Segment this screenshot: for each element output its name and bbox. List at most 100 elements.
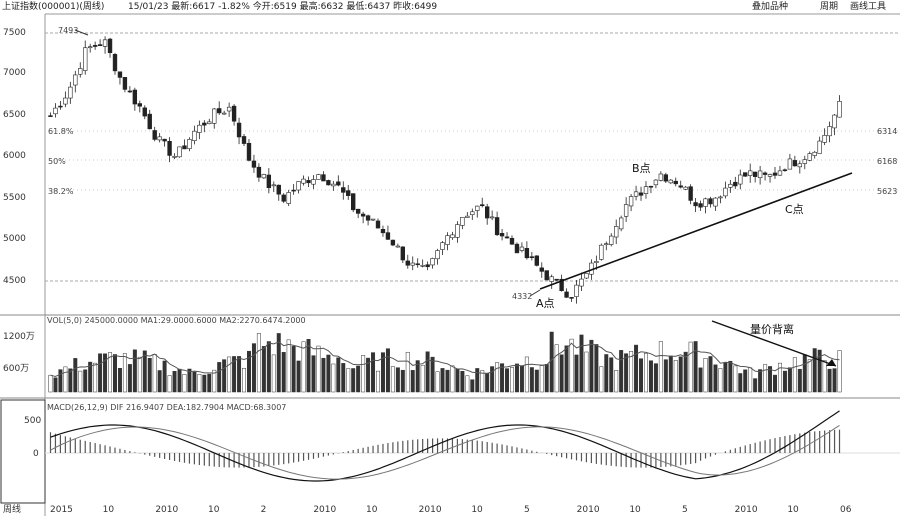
candle-body: [246, 142, 252, 161]
overlay-button[interactable]: 叠加品种: [752, 2, 789, 12]
volume-bars: [48, 331, 842, 393]
support-trendline[interactable]: [539, 172, 853, 290]
candle-body: [658, 173, 664, 181]
volume-bar: [797, 368, 802, 393]
divergence-arrowhead: [826, 359, 836, 366]
volume-divergence-label: 量价背离: [750, 322, 794, 336]
volume-bar: [127, 364, 132, 393]
candle-body: [643, 186, 649, 194]
price-axis: 7500 7000 6500 6000 5500 5000 4500: [3, 28, 26, 286]
volume-bar: [663, 359, 668, 393]
date-axis: 2015 10 2010 10 2 2010 10 2010 10 5 2010 10 5 2010 10 0…: [50, 505, 852, 515]
candle-body: [519, 246, 525, 251]
candle-body: [355, 208, 361, 214]
candle-body: [837, 100, 842, 118]
candle-body: [653, 179, 659, 186]
volume-bar: [802, 354, 807, 393]
candle-body: [544, 270, 549, 281]
volume-bar: [366, 357, 371, 393]
volume-bar: [53, 377, 58, 393]
volume-bar: [217, 362, 222, 393]
volume-bar: [673, 360, 678, 393]
macd-dif-line: [50, 410, 840, 482]
high-arrow: [74, 29, 89, 36]
volume-bar: [197, 374, 202, 393]
candle-body: [192, 130, 197, 142]
volume-bar: [326, 354, 331, 393]
volume-bar: [192, 371, 197, 393]
volume-bar: [177, 368, 182, 393]
period-button[interactable]: 周期: [820, 2, 839, 12]
volume-bar: [147, 357, 152, 393]
candle-body: [241, 136, 247, 144]
volume-bar: [614, 370, 619, 393]
candle-body: [604, 243, 609, 246]
fib-label-right: 6168: [877, 157, 897, 166]
volume-bar: [837, 350, 842, 393]
candle-body: [797, 163, 803, 168]
price-tick: 5500: [3, 193, 26, 203]
volume-bar: [48, 374, 53, 393]
volume-bar: [296, 360, 301, 393]
candle-body: [346, 190, 351, 196]
volume-bar: [832, 368, 837, 393]
volume-bar: [390, 366, 395, 393]
candle-body: [83, 47, 88, 71]
macd-header: MACD(26,12,9) DIF 216.9407 DEA:182.7904 …: [47, 403, 286, 412]
macd-histogram: [49, 429, 841, 468]
volume-bar: [425, 351, 430, 393]
volume-bar: [604, 354, 609, 393]
candle-body: [812, 151, 817, 156]
volume-bar: [450, 365, 455, 393]
candle-body: [261, 174, 267, 179]
candle-body: [365, 215, 371, 221]
candle-body: [420, 264, 425, 267]
volume-bar: [589, 339, 594, 393]
volume-bar: [261, 346, 266, 393]
candle-body: [465, 215, 470, 218]
volume-bar: [559, 354, 564, 393]
candle-body: [202, 122, 207, 126]
volume-bar: [73, 358, 78, 393]
volume-bar: [251, 343, 256, 393]
volume-bar: [371, 352, 376, 393]
price-candles: [48, 36, 842, 304]
candle-body: [762, 172, 768, 175]
volume-bar: [683, 351, 688, 393]
candle-body: [172, 155, 177, 158]
candle-body: [142, 107, 147, 117]
candle-body: [400, 246, 406, 261]
candle-body: [787, 158, 793, 170]
volume-bar: [301, 341, 306, 393]
candle-body: [628, 196, 634, 207]
volume-bar: [430, 356, 435, 393]
candle-body: [703, 198, 708, 207]
volume-ma-line: [50, 341, 840, 378]
chart-title: 上证指数(000001)(周线): [2, 2, 105, 12]
volume-bar: [505, 368, 510, 393]
volume-bar: [187, 368, 192, 393]
draw-tools-button[interactable]: 画线工具: [850, 2, 887, 12]
volume-bar: [385, 348, 390, 393]
candle-body: [559, 278, 564, 292]
candle-body: [152, 130, 157, 140]
candle-body: [435, 250, 440, 260]
volume-bar: [549, 331, 554, 393]
volume-bar: [142, 350, 147, 393]
candle-body: [107, 38, 113, 54]
candle-body: [708, 198, 713, 205]
low-label: 4332: [512, 292, 532, 301]
volume-tick: 600万: [3, 364, 29, 374]
volume-bar: [728, 360, 733, 393]
volume-bar: [485, 372, 490, 393]
volume-bar: [599, 366, 604, 393]
candle-body: [549, 276, 554, 282]
volume-bar: [420, 364, 425, 393]
volume-bar: [782, 370, 787, 393]
price-tick: 5000: [3, 234, 26, 244]
candle-body: [122, 77, 128, 90]
volume-bar: [351, 368, 356, 393]
candle-body: [276, 184, 281, 195]
volume-bar: [524, 356, 529, 393]
